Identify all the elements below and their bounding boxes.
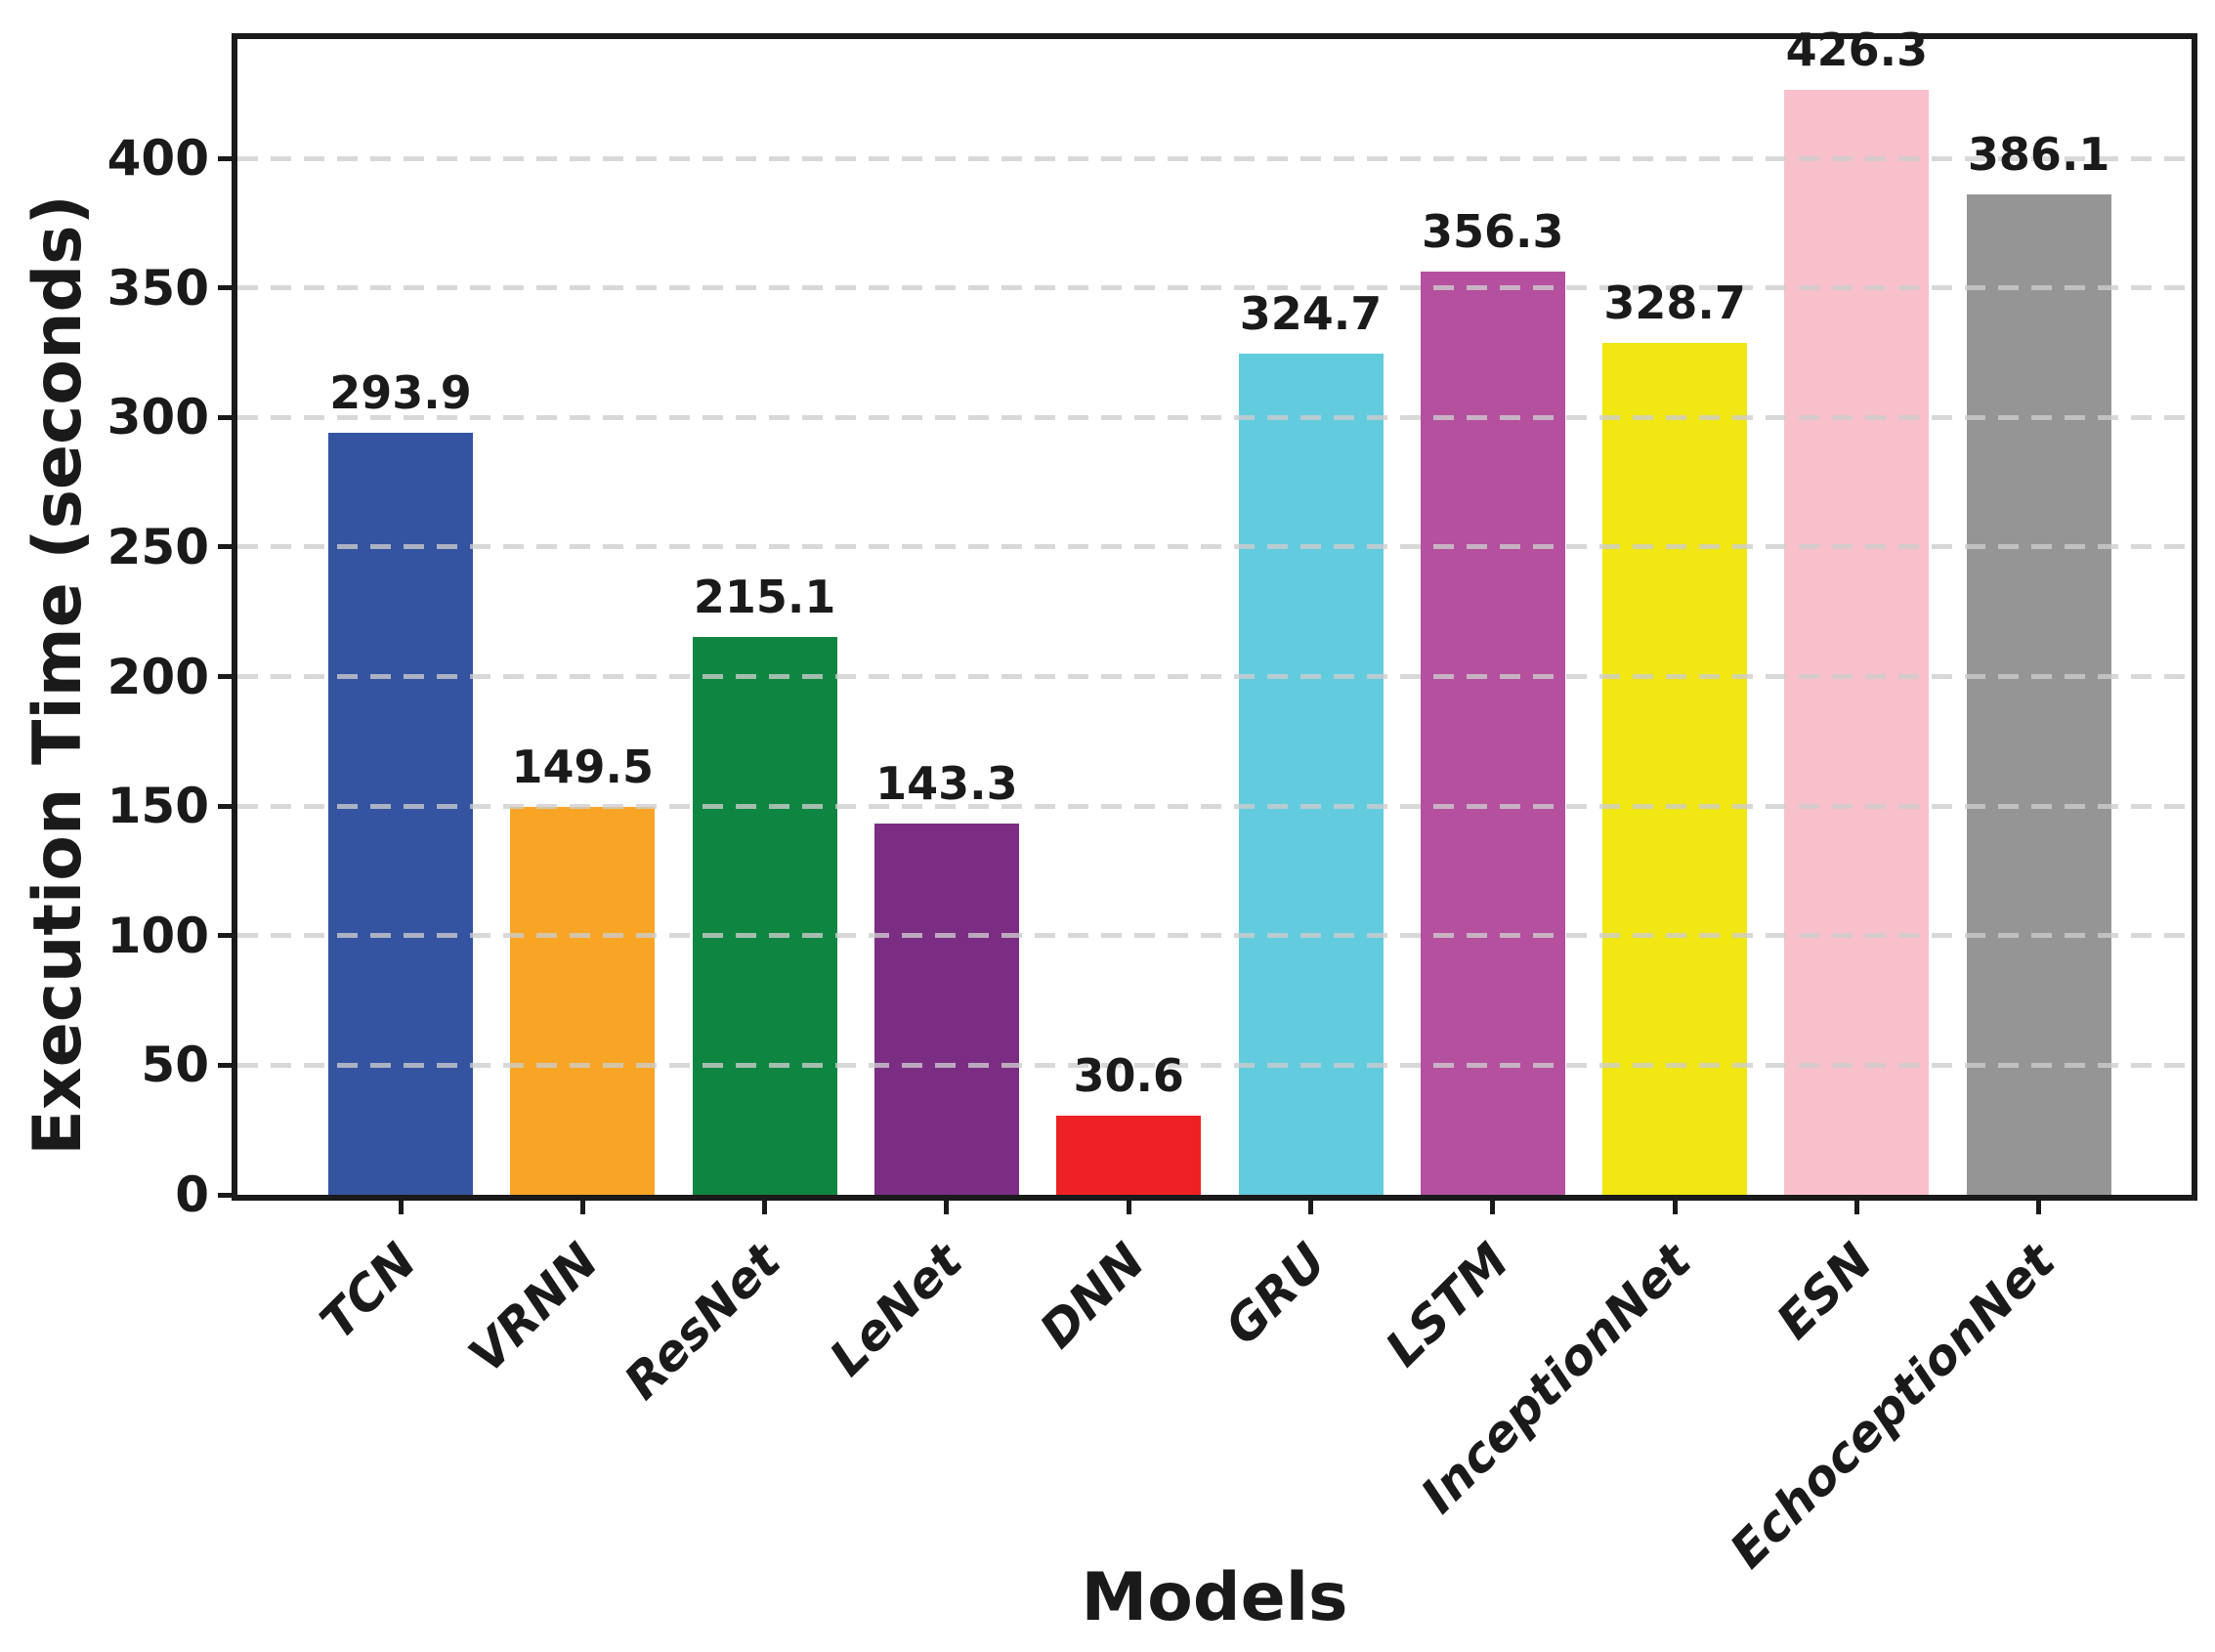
x-tick-mark — [579, 1201, 585, 1214]
x-tick-label-TCN: TCN — [309, 1232, 428, 1351]
y-tick-label: 350 — [106, 259, 209, 317]
x-tick-mark — [944, 1201, 950, 1214]
y-tick-label: 300 — [106, 389, 209, 446]
bar-DNN — [1056, 1115, 1202, 1195]
bar-value-label: 215.1 — [693, 571, 836, 624]
bar-value-label: 324.7 — [1239, 286, 1383, 340]
x-tick-mark — [762, 1201, 768, 1214]
x-tick-mark — [2036, 1201, 2042, 1214]
y-tick-label: 250 — [106, 518, 209, 575]
x-tick-mark — [1308, 1201, 1313, 1214]
y-tick-label: 50 — [141, 1037, 209, 1094]
y-tick-label: 0 — [175, 1166, 209, 1223]
bar-value-label: 143.3 — [875, 756, 1018, 810]
y-tick-mark — [218, 803, 232, 809]
y-tick-label: 400 — [106, 130, 209, 187]
y-tick-mark — [218, 674, 232, 679]
bar-TCN — [328, 433, 473, 1195]
bar-ResNet — [692, 637, 837, 1195]
y-tick-label: 150 — [106, 778, 209, 835]
y-tick-label: 100 — [106, 907, 209, 964]
y-tick-mark — [218, 544, 232, 550]
y-tick-mark — [218, 414, 232, 420]
x-tick-label-ResNet: ResNet — [614, 1232, 792, 1411]
bar-LeNet — [873, 823, 1019, 1195]
bar-value-label: 30.6 — [1073, 1048, 1184, 1102]
bar-value-label: 426.3 — [1785, 23, 1929, 77]
x-axis-title: Models — [1081, 1559, 1348, 1636]
bar-GRU — [1238, 353, 1384, 1195]
bar-value-label: 356.3 — [1422, 204, 1564, 258]
x-tick-mark — [1126, 1201, 1131, 1214]
x-tick-mark — [1672, 1201, 1678, 1214]
bar-VRNN — [510, 807, 656, 1195]
plot-area: 293.9 149.5 215.1 143.3 30.6 324.7 356.3 328.7 4… — [232, 24, 2197, 1201]
y-tick-mark — [218, 155, 232, 161]
y-tick-mark — [218, 285, 232, 291]
x-tick-label-EchoceptionNet: EchoceptionNet — [1719, 1232, 2066, 1580]
bar-EchoceptionNet — [1966, 193, 2111, 1195]
x-tick-label-ESN: ESN — [1766, 1232, 1884, 1350]
bar-value-label: 149.5 — [511, 741, 655, 794]
bar-value-label: 386.1 — [1967, 127, 2110, 181]
x-tick-label-VRNN: VRNN — [458, 1232, 610, 1384]
x-tick-mark — [1853, 1201, 1859, 1214]
y-tick-mark — [218, 933, 232, 939]
bar-value-label: 328.7 — [1603, 276, 1746, 330]
bar-LSTM — [1420, 271, 1565, 1195]
bar-value-label: 293.9 — [329, 366, 472, 420]
y-tick-mark — [218, 1192, 232, 1198]
bar-InceptionNet — [1602, 343, 1748, 1195]
x-tick-label-GRU: GRU — [1214, 1232, 1339, 1356]
bar-ESN — [1784, 90, 1930, 1195]
x-tick-label-LeNet: LeNet — [819, 1232, 974, 1387]
y-tick-mark — [218, 1062, 232, 1068]
x-tick-mark — [1490, 1201, 1496, 1214]
x-tick-mark — [398, 1201, 404, 1214]
x-tick-label-DNN: DNN — [1029, 1232, 1156, 1360]
y-tick-label: 200 — [106, 648, 209, 705]
x-tick-label-LSTM: LSTM — [1375, 1232, 1520, 1377]
